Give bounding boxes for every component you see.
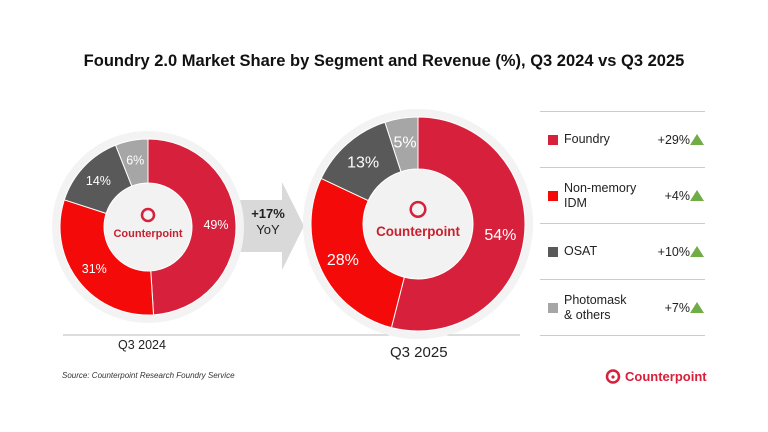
legend-name: Foundry [564, 132, 610, 146]
slice-label: 49% [203, 218, 228, 232]
legend-name: OSAT [564, 244, 598, 258]
legend-item: Foundry +29% [540, 111, 705, 168]
slice-label: 31% [82, 262, 107, 276]
legend-change: +10% [657, 245, 690, 259]
slice-label: 54% [484, 227, 516, 244]
slice-label: 13% [347, 154, 379, 171]
legend-swatch [548, 247, 558, 257]
chart-title: Foundry 2.0 Market Share by Segment and … [83, 52, 685, 70]
legend-swatch [548, 303, 558, 313]
donut-hole [105, 184, 191, 270]
slice-label: 28% [327, 252, 359, 269]
up-triangle-icon [690, 302, 704, 313]
slice-foundry [390, 116, 526, 332]
slice-photomask-others [114, 138, 149, 187]
up-triangle-icon [690, 134, 704, 145]
counterpoint-logo-icon [140, 207, 156, 223]
q3-2024-label: Q3 2024 [118, 338, 166, 352]
donut-hole [364, 170, 472, 278]
slice-non-memory-idm [310, 177, 405, 329]
slice-label: 6% [126, 154, 144, 168]
watermark-text: Counterpoint [113, 228, 182, 240]
legend-swatch [548, 191, 558, 201]
slice-foundry [147, 138, 237, 316]
brand-name: Counterpoint [625, 368, 707, 384]
q3-2025-label: Q3 2025 [390, 344, 448, 361]
counterpoint-logo-icon [409, 200, 427, 218]
legend-item: Photomask & others +7% [540, 279, 705, 336]
legend-change: +29% [657, 133, 690, 147]
watermark-text: Counterpoint [376, 224, 460, 239]
up-triangle-icon [690, 190, 704, 201]
brand-logo: Counterpoint [605, 368, 707, 384]
legend-change: +4% [664, 189, 690, 203]
slice-label: 5% [393, 135, 416, 152]
legend-item: OSAT +10% [540, 223, 705, 280]
legend-swatch [548, 135, 558, 145]
yoy-arrow [238, 182, 304, 270]
growth-label: YoY [256, 222, 280, 237]
growth-value: +17% [251, 206, 285, 221]
counterpoint-logo-icon [605, 369, 621, 384]
legend-name: Photomask & others [564, 293, 627, 322]
slice-non-memory-idm [59, 199, 155, 316]
legend-change: +7% [664, 301, 690, 315]
slice-photomask-others [384, 116, 419, 173]
legend-name: Non-memory IDM [564, 181, 637, 210]
up-triangle-icon [690, 246, 704, 257]
source-note: Source: Counterpoint Research Foundry Se… [62, 371, 235, 380]
slice-label: 14% [86, 174, 111, 188]
legend-item: Non-memory IDM +4% [540, 167, 705, 224]
